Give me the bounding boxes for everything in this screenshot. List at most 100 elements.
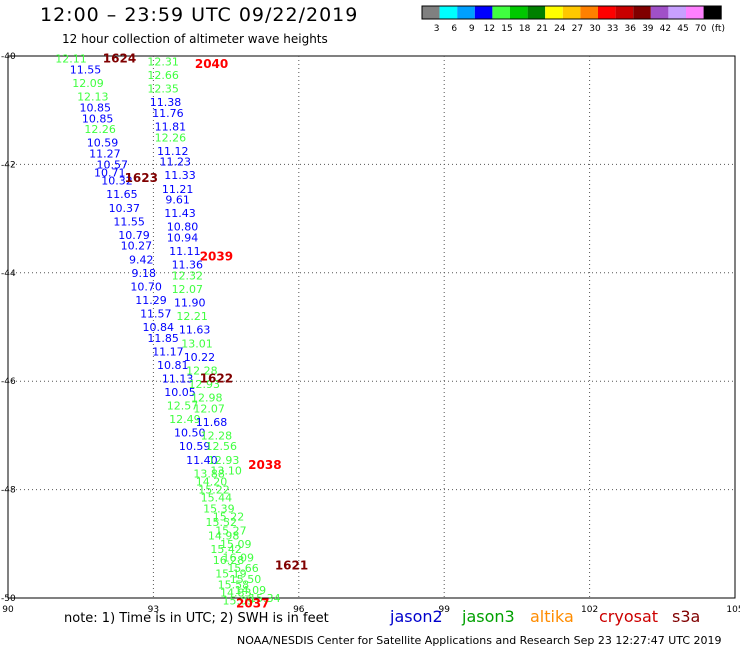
x-tick-label: 90 (2, 605, 14, 615)
wave-height-point: 10.79 (118, 229, 150, 242)
wave-height-point: 12.11 (55, 53, 87, 66)
y-tick-label: -44 (1, 269, 16, 279)
wave-height-point: 16.09 (222, 551, 254, 564)
pass-time-label: 2039 (200, 250, 233, 264)
wave-height-point: 15.27 (215, 524, 247, 537)
colorbar-tick-label: 6 (451, 24, 457, 34)
legend-altika: altika (530, 607, 574, 626)
wave-height-point: 15.66 (227, 562, 259, 575)
colorbar-swatch (545, 6, 563, 19)
colorbar-tick-label: 18 (519, 24, 531, 34)
wave-height-point: 11.36 (172, 259, 204, 272)
wave-height-point: 10.94 (167, 232, 199, 245)
wave-height-point: 12.13 (77, 91, 109, 104)
footer-note: note: 1) Time is in UTC; 2) SWH is in fe… (64, 611, 329, 626)
wave-height-point: 11.23 (159, 156, 191, 169)
legend-jason3: jason3 (462, 607, 515, 626)
wave-height-point: 12.98 (191, 391, 223, 404)
wave-height-point: 12.57 (167, 400, 199, 413)
wave-height-point: 11.76 (152, 107, 184, 120)
wave-height-point: 15.39 (203, 503, 235, 516)
chart-title: 12:00 – 23:59 UTC 09/22/2019 (40, 4, 359, 26)
wave-height-point: 11.11 (169, 245, 201, 258)
colorbar-tick-label: (ft) (711, 24, 725, 34)
colorbar-tick-label: 42 (660, 24, 671, 34)
wave-height-point: 16.28 (213, 554, 245, 567)
wave-height-point: 11.57 (140, 307, 172, 320)
colorbar-swatch (457, 6, 475, 19)
wave-height-point: 13.01 (181, 337, 213, 350)
wave-height-point: 12.28 (186, 364, 218, 377)
wave-height-point: 12.07 (172, 283, 204, 296)
wave-height-point: 10.27 (121, 240, 153, 253)
wave-height-point: 12.66 (147, 69, 179, 82)
wave-height-point: 15.34 (249, 592, 281, 605)
colorbar-swatch (510, 6, 528, 19)
colorbar-tick-label: 30 (589, 24, 601, 34)
wave-height-point: 10.84 (142, 321, 174, 334)
colorbar-swatch (492, 6, 510, 19)
wave-height-point: 9.18 (131, 267, 156, 280)
legend-s3a: s3a (672, 607, 701, 626)
wave-height-point: 9.61 (165, 194, 190, 207)
pass-time-label: 1621 (275, 558, 308, 572)
wave-height-point: 12.28 (201, 429, 233, 442)
wave-height-point: 15.19 (215, 568, 247, 581)
wave-height-point: 9.42 (129, 253, 154, 266)
wave-height-point: 10.37 (109, 202, 141, 215)
colorbar-swatch (422, 6, 440, 19)
wave-height-point: 11.33 (164, 169, 196, 182)
wave-height-point: 10.71 (94, 167, 126, 180)
y-tick-label: -42 (1, 160, 16, 170)
wave-height-point: 11.21 (162, 183, 194, 196)
y-tick-label: -40 (1, 52, 16, 62)
x-tick-label: 99 (438, 605, 450, 615)
colorbar-swatch (580, 6, 598, 19)
wave-height-point: 14.20 (196, 475, 228, 488)
wave-height-point: 10.59 (87, 137, 119, 150)
colorbar-tick-label: 24 (554, 24, 566, 34)
pass-time-label: 1624 (103, 52, 136, 66)
colorbar-tick-label: 15 (501, 24, 512, 34)
colorbar-tick-label: 45 (677, 24, 688, 34)
wave-height-point: 15.09 (220, 538, 252, 551)
wave-height-point: 11.90 (174, 297, 206, 310)
colorbar-swatch (562, 6, 581, 19)
wave-height-point: 12.93 (189, 378, 221, 391)
wave-height-point: 15.22 (213, 511, 245, 524)
wave-height-point: 15.52 (206, 516, 238, 529)
colorbar-tick-label: 33 (607, 24, 618, 34)
wave-height-point: 12.93 (208, 454, 240, 467)
x-tick-label: 96 (293, 605, 305, 615)
colorbar-swatch (598, 6, 616, 19)
wave-height-point: 10.32 (101, 175, 133, 188)
wave-height-point: 12.35 (147, 83, 179, 96)
wave-height-point: 15.44 (201, 492, 233, 505)
wave-height-point: 12.31 (147, 55, 179, 68)
wave-height-point: 10.70 (130, 280, 162, 293)
x-tick-label: 105 (726, 605, 740, 615)
y-tick-label: -50 (1, 594, 16, 604)
wave-height-point: 11.40 (186, 454, 218, 467)
wave-height-point: 12.09 (72, 77, 104, 90)
colorbar-tick-label: 21 (536, 24, 547, 34)
colorbar-swatch (633, 6, 651, 19)
wave-height-point: 13.10 (210, 465, 242, 478)
pass-time-label: 1622 (200, 371, 233, 385)
wave-height-point: 15.42 (210, 543, 242, 556)
colorbar: 3 6 9 12 15 18 21 24 27 30 33 36 39 42 45 70 (ft) (421, 5, 725, 34)
wave-height-point: 11.43 (164, 207, 196, 220)
wave-height-point: 11.13 (162, 372, 194, 385)
wave-height-point: 10.85 (82, 112, 114, 125)
wave-height-point: 10.57 (96, 158, 128, 171)
wave-height-point: 11.65 (106, 188, 138, 201)
wave-height-point: 12.56 (206, 440, 238, 453)
wave-height-point: 10.80 (167, 221, 199, 234)
wave-height-point: 14.09 (235, 584, 267, 597)
colorbar-swatch (686, 6, 704, 19)
colorbar-swatch (615, 6, 634, 19)
x-tick-label: 93 (148, 605, 159, 615)
chart-subtitle: 12 hour collection of altimeter wave hei… (62, 32, 328, 46)
wave-height-point: 11.12 (157, 145, 189, 158)
